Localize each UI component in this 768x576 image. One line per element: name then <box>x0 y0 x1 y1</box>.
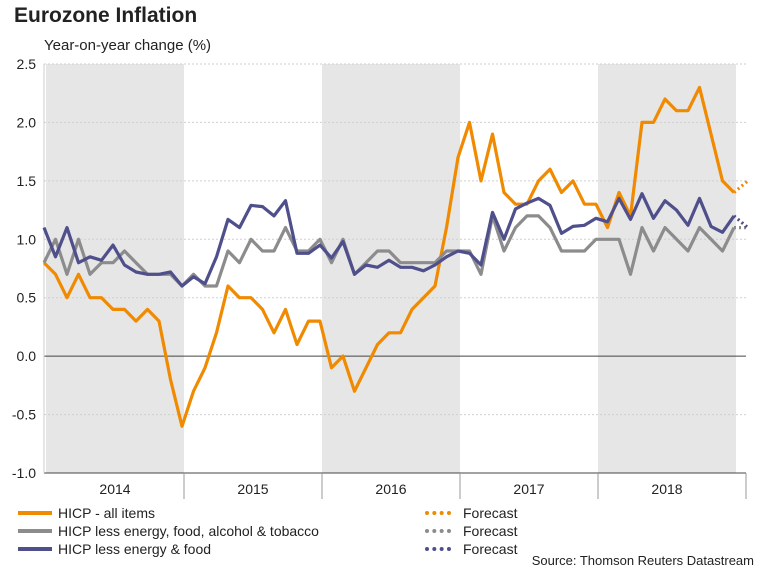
y-tick-label: -0.5 <box>12 407 36 423</box>
legend-label-headline: HICP - all items <box>58 505 155 521</box>
series-lines <box>42 85 749 428</box>
x-tick-label-2015: 2015 <box>237 481 268 497</box>
y-tick-label: 2.0 <box>17 114 37 130</box>
legend-item-core: HICP less energy, food, alcohol & tobacc… <box>18 523 319 539</box>
legend-item-forecast-headline: Forecast <box>425 505 517 521</box>
legend-label-core: HICP less energy, food, alcohol & tobacc… <box>58 523 319 539</box>
series-line-headline <box>42 85 736 428</box>
year-shading <box>46 64 736 473</box>
legend-label-exfood: HICP less energy & food <box>58 541 212 557</box>
legend-swatch-headline <box>18 511 52 515</box>
legend-swatch-core <box>18 529 52 533</box>
y-tick-label: 1.5 <box>17 173 37 189</box>
x-tick-label-2017: 2017 <box>513 481 544 497</box>
chart-subtitle: Year-on-year change (%) <box>44 37 212 54</box>
legend-label-forecast-core: Forecast <box>463 523 518 539</box>
forecast-line-exfood <box>732 214 749 229</box>
source-note: Source: Thomson Reuters Datastream <box>531 553 754 568</box>
series-line-exfood <box>42 192 736 288</box>
legend-swatch-forecast-exfood <box>425 547 451 551</box>
legend-label-forecast-exfood: Forecast <box>463 541 518 557</box>
legend-item-forecast-exfood: Forecast <box>425 541 517 557</box>
legend-swatch-exfood <box>18 547 52 551</box>
legend-swatch-forecast-core <box>425 529 451 533</box>
legend-item-exfood: HICP less energy & food <box>18 541 211 557</box>
legend-item-forecast-core: Forecast <box>425 523 517 539</box>
forecast-line-headline <box>732 179 749 194</box>
y-tick-label: 0.5 <box>17 290 37 306</box>
y-tick-label: 0.0 <box>17 348 37 364</box>
legend-label-forecast-headline: Forecast <box>463 505 518 521</box>
y-axis-ticks: 2.5 2.0 1.5 1.0 0.5 0.0 -0.5 -1.0 <box>12 56 36 481</box>
shade-2018 <box>598 64 736 473</box>
y-tick-label: 2.5 <box>17 56 37 72</box>
x-tick-label-2016: 2016 <box>375 481 406 497</box>
line-chart: 2.52.01.51.00.50.0-0.5-1.0 2014 2015 2016 2… <box>12 56 749 499</box>
legend-swatch-forecast-headline <box>425 511 451 515</box>
y-tick-label: -1.0 <box>12 465 36 481</box>
legend-item-headline: HICP - all items <box>18 505 155 521</box>
chart-title: Eurozone Inflation <box>14 4 198 27</box>
x-tick-label-2014: 2014 <box>99 481 130 497</box>
x-axis: 2014 2015 2016 2017 2018 <box>43 64 747 499</box>
y-tick-label: 1.0 <box>17 231 37 247</box>
x-tick-label-2018: 2018 <box>651 481 682 497</box>
